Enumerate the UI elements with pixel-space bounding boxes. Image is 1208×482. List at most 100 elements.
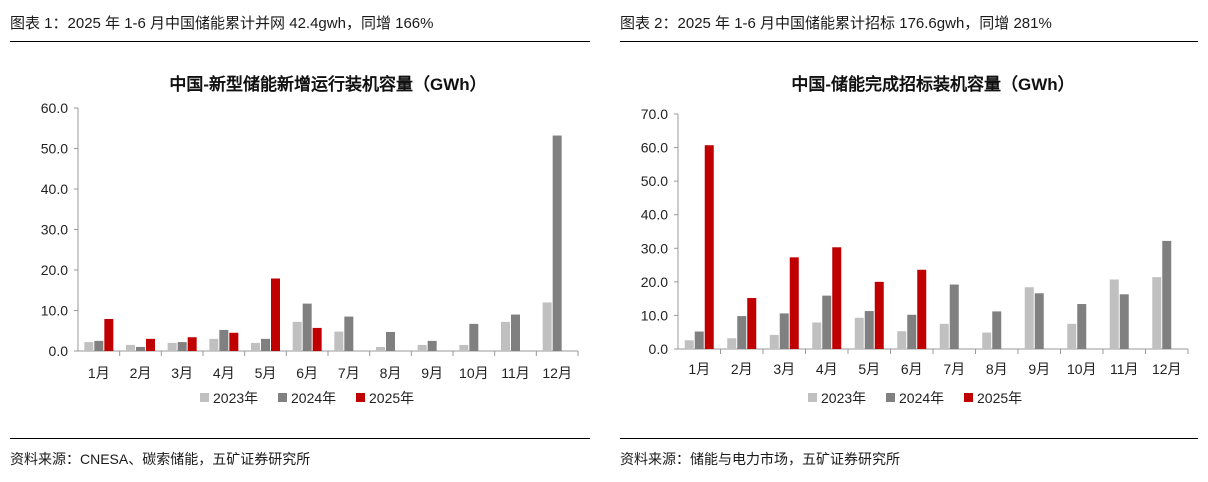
bar-2025年-3月 (187, 337, 197, 351)
figure-1-source: 资料来源：CNESA、碳索储能，五矿证券研究所 (10, 451, 311, 467)
chart-tender: 中国-储能完成招标装机容量（GWh） 0.0 10.0 20.0 30.0 40.0 50.… (641, 74, 1189, 406)
bar-2023年-5月 (251, 342, 260, 351)
y-tick-label: 40.0 (641, 207, 668, 223)
x-tick-label: 2月 (731, 361, 753, 377)
y-tick-label: 0.0 (649, 341, 669, 357)
bar-2024年-12月 (1162, 240, 1172, 349)
bar-2024年-6月 (907, 314, 917, 349)
legend-swatch (964, 393, 973, 402)
bar-2024年-9月 (1034, 293, 1044, 349)
y-tick-label: 60.0 (641, 140, 668, 156)
bar-2025年-6月 (917, 269, 927, 349)
bar-2024年-2月 (737, 316, 747, 349)
chart-grid-connected: 中国-新型储能新增运行装机容量（GWh） 0.0 10.0 20.0 30.0 40.0 5… (41, 74, 579, 406)
legend-label: 2024年 (291, 390, 336, 406)
bar-2023年-6月 (897, 331, 907, 349)
x-tick-label: 4月 (816, 361, 838, 377)
bar-2023年-8月 (376, 346, 385, 351)
y-tick-label: 70.0 (641, 106, 668, 122)
bar-2024年-3月 (779, 313, 789, 349)
y-tick-label: 40.0 (41, 181, 68, 197)
bar-2025年-6月 (312, 327, 322, 351)
figure-2-top-rule (620, 41, 1198, 42)
figure-1-title: 图表 1：2025 年 1-6 月中国储能累计并网 42.4gwh，同增 166… (10, 15, 434, 32)
x-tick-label: 11月 (501, 365, 530, 381)
chart-title: 中国-新型储能新增运行装机容量（GWh） (169, 74, 486, 94)
bar-2024年-8月 (992, 311, 1002, 349)
bar-2023年-7月 (939, 323, 949, 349)
x-tick-label: 1月 (88, 365, 110, 381)
figure-2-bottom-rule (620, 438, 1198, 439)
bar-2024年-3月 (177, 342, 187, 351)
bar-2024年-5月 (261, 338, 270, 351)
legend-swatch (356, 393, 365, 402)
legend-swatch (808, 393, 817, 402)
x-tick-label: 2月 (130, 365, 152, 381)
bar-2024年-7月 (949, 284, 959, 349)
bar-2024年-4月 (219, 329, 229, 351)
x-tick-label: 10月 (1067, 361, 1097, 377)
x-tick-label: 10月 (459, 365, 489, 381)
chart-title: 中国-储能完成招标装机容量（GWh） (791, 74, 1074, 94)
bar-2024年-1月 (694, 331, 704, 349)
bar-2024年-10月 (1077, 304, 1087, 349)
bar-2025年-4月 (229, 332, 239, 351)
bar-2024年-11月 (511, 314, 520, 351)
bar-2023年-6月 (292, 321, 302, 351)
figure-2-panel: 图表 2：2025 年 1-6 月中国储能累计招标 176.6gwh，同增 28… (610, 0, 1208, 482)
bar-2024年-5月 (864, 311, 874, 349)
y-tick-label: 10.0 (41, 303, 68, 319)
bar-2023年-11月 (501, 321, 510, 351)
x-tick-label: 8月 (986, 361, 1008, 377)
bar-2024年-7月 (344, 316, 354, 351)
legend-swatch (886, 393, 895, 402)
bar-2023年-12月 (1152, 277, 1162, 349)
bar-2025年-2月 (747, 297, 757, 349)
bar-2023年-9月 (1024, 287, 1034, 349)
bar-2023年-3月 (769, 334, 779, 349)
figure-1-panel: 图表 1：2025 年 1-6 月中国储能累计并网 42.4gwh，同增 166… (0, 0, 600, 482)
bar-2023年-9月 (417, 344, 427, 351)
bar-2024年-8月 (386, 331, 395, 351)
x-tick-label: 6月 (901, 361, 923, 377)
y-tick-label: 0.0 (49, 343, 69, 359)
y-tick-label: 30.0 (41, 222, 68, 238)
bar-2023年-3月 (167, 342, 177, 351)
bar-2024年-11月 (1119, 294, 1129, 349)
legend-label: 2025年 (977, 390, 1022, 406)
legend-swatch (200, 393, 209, 402)
y-tick-label: 20.0 (641, 274, 668, 290)
x-tick-label: 7月 (338, 365, 360, 381)
x-tick-label: 9月 (1028, 361, 1050, 377)
legend-label: 2023年 (821, 390, 866, 406)
y-tick-label: 50.0 (641, 173, 668, 189)
bar-2023年-5月 (854, 317, 864, 349)
bar-2024年-1月 (94, 340, 104, 351)
y-tick-label: 60.0 (41, 100, 68, 116)
legend-label: 2023年 (213, 390, 258, 406)
x-tick-label: 7月 (943, 361, 965, 377)
x-tick-label: 5月 (255, 365, 277, 381)
y-tick-label: 20.0 (41, 262, 68, 278)
x-tick-label: 1月 (688, 361, 710, 377)
bar-2023年-10月 (459, 344, 469, 351)
bar-2023年-7月 (334, 331, 344, 351)
bar-2024年-12月 (552, 135, 562, 351)
bar-2024年-9月 (427, 340, 437, 351)
bar-2024年-6月 (302, 303, 312, 351)
x-tick-label: 4月 (213, 365, 235, 381)
legend-swatch (278, 393, 287, 402)
bar-2025年-1月 (704, 145, 714, 349)
bar-2023年-4月 (209, 338, 219, 351)
x-tick-label: 5月 (858, 361, 880, 377)
bar-2025年-1月 (104, 319, 114, 351)
x-tick-label: 8月 (380, 365, 402, 381)
bar-2023年-4月 (812, 322, 822, 349)
x-tick-label: 12月 (542, 365, 572, 381)
bar-2023年-1月 (84, 342, 94, 351)
x-tick-label: 11月 (1110, 361, 1139, 377)
x-tick-label: 9月 (421, 365, 443, 381)
bar-2023年-2月 (727, 338, 737, 349)
figure-2-title: 图表 2：2025 年 1-6 月中国储能累计招标 176.6gwh，同增 28… (620, 15, 1052, 32)
x-tick-label: 3月 (773, 361, 795, 377)
